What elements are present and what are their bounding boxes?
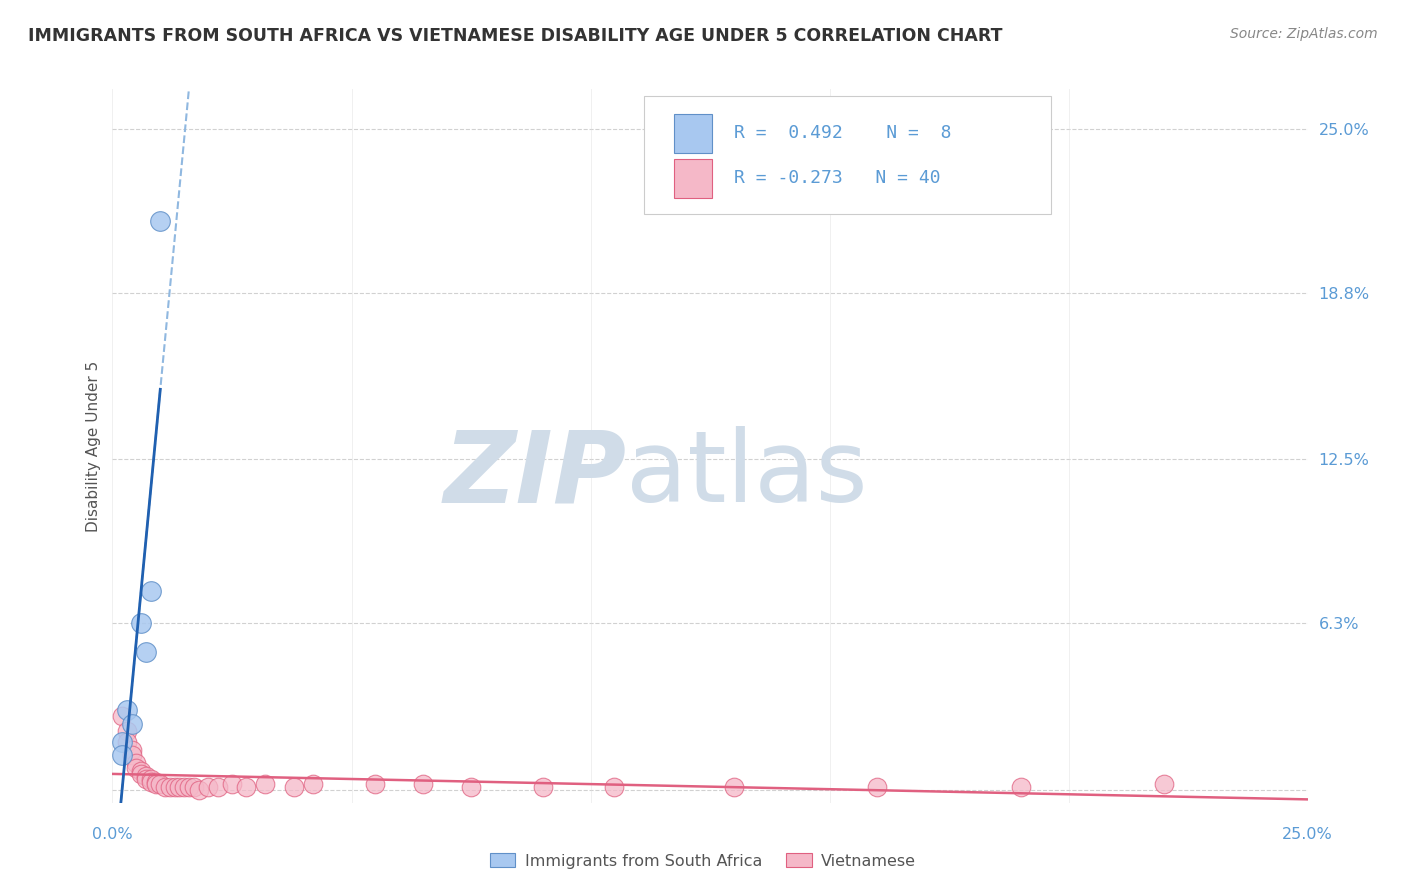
Point: [302, 777, 325, 791]
Point: [460, 780, 482, 794]
Point: [183, 780, 205, 794]
Point: [197, 780, 219, 794]
Point: [129, 616, 152, 631]
Point: [135, 772, 157, 786]
Point: [221, 777, 243, 791]
Point: [187, 782, 209, 797]
Point: [412, 777, 434, 791]
Point: [125, 756, 148, 771]
Text: Source: ZipAtlas.com: Source: ZipAtlas.com: [1230, 27, 1378, 41]
Point: [145, 774, 167, 789]
Text: R =  0.492    N =  8: R = 0.492 N = 8: [734, 125, 952, 143]
Point: [169, 780, 191, 794]
Point: [163, 780, 186, 794]
Text: 0.0%: 0.0%: [93, 827, 132, 841]
FancyBboxPatch shape: [675, 159, 713, 198]
Point: [135, 769, 157, 783]
Point: [115, 724, 138, 739]
Legend: Immigrants from South Africa, Vietnamese: Immigrants from South Africa, Vietnamese: [484, 847, 922, 875]
Point: [153, 780, 176, 794]
Point: [115, 703, 138, 717]
Point: [139, 772, 162, 786]
Text: atlas: atlas: [626, 426, 868, 523]
Point: [145, 777, 167, 791]
Point: [111, 748, 134, 763]
Point: [129, 766, 152, 780]
Point: [177, 780, 200, 794]
Point: [1010, 780, 1032, 794]
Point: [364, 777, 387, 791]
Point: [139, 774, 162, 789]
FancyBboxPatch shape: [644, 96, 1050, 214]
Text: ZIP: ZIP: [443, 426, 626, 523]
Point: [173, 780, 195, 794]
Point: [135, 645, 157, 659]
FancyBboxPatch shape: [675, 114, 713, 153]
Point: [115, 735, 138, 749]
Point: [121, 743, 143, 757]
Point: [149, 777, 172, 791]
Point: [235, 780, 257, 794]
Point: [207, 780, 229, 794]
Point: [121, 748, 143, 763]
Point: [111, 708, 134, 723]
Point: [603, 780, 626, 794]
Point: [121, 716, 143, 731]
Point: [866, 780, 889, 794]
Point: [723, 780, 745, 794]
Point: [531, 780, 554, 794]
Point: [1153, 777, 1175, 791]
Point: [125, 761, 148, 775]
Point: [139, 584, 162, 599]
Text: R = -0.273   N = 40: R = -0.273 N = 40: [734, 169, 941, 187]
Y-axis label: Disability Age Under 5: Disability Age Under 5: [86, 360, 101, 532]
Point: [129, 764, 152, 778]
Point: [111, 735, 134, 749]
Text: IMMIGRANTS FROM SOUTH AFRICA VS VIETNAMESE DISABILITY AGE UNDER 5 CORRELATION CH: IMMIGRANTS FROM SOUTH AFRICA VS VIETNAME…: [28, 27, 1002, 45]
Point: [254, 777, 277, 791]
Text: 25.0%: 25.0%: [1282, 827, 1333, 841]
Point: [159, 780, 181, 794]
Point: [149, 214, 172, 228]
Point: [283, 780, 305, 794]
